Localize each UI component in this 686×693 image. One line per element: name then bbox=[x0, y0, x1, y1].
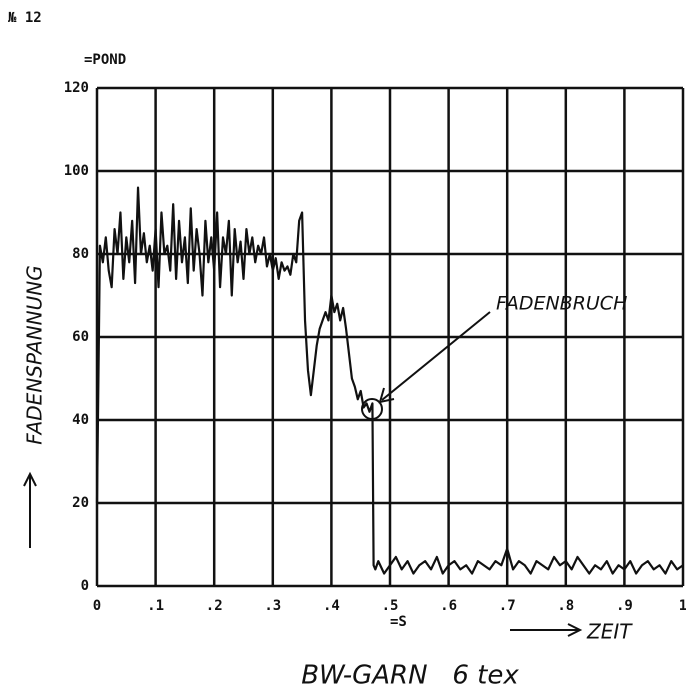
x-tick-label: .8 bbox=[557, 598, 574, 614]
y-label-arrow bbox=[23, 471, 37, 548]
x-tick-label: .1 bbox=[147, 598, 164, 614]
x-tick-label: .4 bbox=[323, 598, 340, 614]
y-axis-label: FADENSPANNUNG bbox=[23, 265, 47, 444]
y-tick-label: 120 bbox=[64, 80, 89, 96]
page-label: № 12 bbox=[8, 10, 42, 26]
x-label-arrow bbox=[510, 623, 583, 637]
chart-title: BW-GARN 6 tex bbox=[301, 661, 519, 691]
y-tick-label: 60 bbox=[72, 329, 89, 345]
x-tick-label: .9 bbox=[616, 598, 633, 614]
x-tick-label: 1 bbox=[679, 598, 686, 614]
x-unit: =S bbox=[390, 614, 407, 630]
y-tick-label: 20 bbox=[72, 495, 89, 511]
x-tick-label: .3 bbox=[264, 598, 281, 614]
y-tick-label: 100 bbox=[64, 163, 89, 179]
x-tick-label: .2 bbox=[206, 598, 223, 614]
y-tick-label: 40 bbox=[72, 412, 89, 428]
annotation: FADENBRUCH bbox=[496, 293, 627, 315]
x-tick-label: .6 bbox=[440, 598, 457, 614]
x-axis-label: ZEIT bbox=[586, 620, 633, 644]
y-tick-label: 80 bbox=[72, 246, 89, 262]
data-line bbox=[95, 186, 684, 575]
x-tick-label: 0 bbox=[93, 598, 101, 614]
x-tick-label: .7 bbox=[499, 598, 516, 614]
y-tick-label: 0 bbox=[81, 578, 89, 594]
y-unit: =POND bbox=[84, 52, 126, 68]
x-tick-label: .5 bbox=[382, 598, 399, 614]
annotation-arrow bbox=[361, 311, 491, 420]
